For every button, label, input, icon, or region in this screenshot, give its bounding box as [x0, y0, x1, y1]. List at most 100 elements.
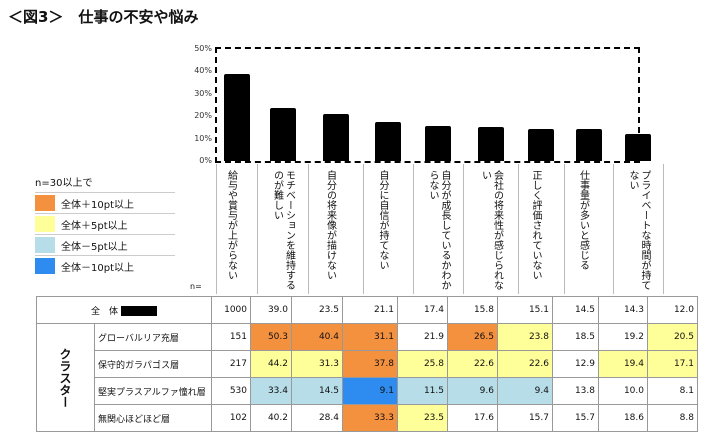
value-cell: 19.2: [598, 323, 648, 351]
legend-item: 全体＋5pt以上: [35, 213, 175, 234]
legend-item: 全体＋10pt以上: [35, 192, 175, 213]
y-tick-label: 20%: [194, 111, 212, 121]
value-cell: 31.3: [291, 350, 343, 378]
category-label: 仕事量が多いと感じる: [577, 170, 589, 270]
category-column: [663, 164, 665, 294]
value-cell: 22.6: [447, 350, 498, 378]
value-cell: 33.4: [250, 377, 292, 405]
n-cell: 530: [211, 377, 251, 405]
n-cell: 1000: [211, 296, 251, 324]
category-column: [518, 164, 565, 294]
value-cell: 21.1: [342, 296, 398, 324]
category-column: [216, 164, 258, 294]
category-column: [257, 164, 309, 294]
data-table: 全 体 1000 39.0 23.5 21.1 17.4 15.8 15.1 14.5 14.3…: [36, 296, 698, 432]
legend-swatch: [35, 216, 55, 232]
value-cell: 39.0: [250, 296, 292, 324]
value-cell: 22.6: [497, 350, 553, 378]
bar: [269, 108, 296, 161]
legend-swatch: [35, 237, 55, 253]
row-label: 堅実プラスアルファ憧れ層: [94, 377, 212, 405]
value-cell: 44.2: [250, 350, 292, 378]
legend-label: 全体－5pt以上: [61, 241, 128, 253]
value-cell: 17.1: [647, 350, 698, 378]
bar: [528, 128, 554, 161]
legend-item: 全体－5pt以上: [35, 234, 175, 255]
category-label: 自分が成長しているかわからない: [427, 170, 450, 290]
value-cell: 17.6: [447, 404, 498, 432]
value-cell: 15.7: [552, 404, 599, 432]
category-label: 自分の将来像が描けない: [324, 170, 336, 280]
legend-label: 全体＋10pt以上: [61, 199, 134, 211]
value-cell: 14.5: [291, 377, 343, 405]
value-cell: 15.7: [497, 404, 553, 432]
category-column: [564, 164, 614, 294]
n-label: n=: [190, 282, 202, 291]
category-label: プライベートな時間が持てない: [627, 170, 650, 290]
table-row: 堅実プラスアルファ憧れ層 530 33.4 14.5 9.1 11.5 9.6 9.4 13.8…: [37, 377, 698, 405]
legend-heading: n=30以上で: [35, 178, 93, 189]
value-cell: 23.8: [497, 323, 553, 351]
value-cell: 9.4: [497, 377, 553, 405]
table-row: 保守的ガラパゴス層 217 44.2 31.3 37.8 25.8 22.6 22.6 12.9…: [37, 350, 698, 378]
legend-label: 全体＋5pt以上: [61, 220, 128, 232]
value-cell: 18.5: [552, 323, 599, 351]
category-label: 自分に自信が持てない: [377, 170, 388, 270]
legend-item: 全体－10pt以上: [35, 255, 175, 276]
y-tick-label: 10%: [194, 133, 212, 143]
value-cell: 31.1: [342, 323, 398, 351]
value-cell: 12.0: [647, 296, 698, 324]
value-cell: 15.8: [447, 296, 498, 324]
value-cell: 37.8: [342, 350, 398, 378]
value-cell: 40.2: [250, 404, 292, 432]
row-label: グローバルリア充層: [94, 323, 212, 351]
category-column: [413, 164, 464, 294]
legend-label: 全体－10pt以上: [61, 262, 134, 274]
table-row: クラスター グローバルリア充層 151 50.3 40.4 31.1 21.9 26.5 23.…: [36, 323, 698, 432]
legend-swatch: [35, 195, 55, 211]
figure-title: ＜図3＞ 仕事の不安や悩み: [8, 8, 199, 26]
legend: n=30以上で 全体＋10pt以上 全体＋5pt以上 全体－5pt以上 全体－10pt…: [35, 174, 175, 276]
value-cell: 14.3: [598, 296, 648, 324]
value-cell: 26.5: [447, 323, 498, 351]
bar: [375, 122, 401, 161]
value-cell: 17.4: [397, 296, 448, 324]
value-cell: 12.9: [552, 350, 599, 378]
category-column: [463, 164, 519, 294]
plot-area: [215, 47, 640, 163]
value-cell: 9.6: [447, 377, 498, 405]
redacted-block: [120, 306, 157, 316]
category-label: 正しく評価されていない: [530, 170, 541, 280]
value-cell: 20.5: [647, 323, 698, 351]
bar: [477, 127, 504, 161]
bar: [425, 125, 451, 161]
bar: [322, 113, 349, 161]
value-cell: 15.1: [497, 296, 553, 324]
value-cell: 33.3: [342, 404, 398, 432]
bar: [223, 73, 250, 161]
value-cell: 8.8: [647, 404, 698, 432]
y-tick-label: 40%: [194, 66, 212, 76]
y-tick-label: 0%: [199, 156, 212, 165]
category-column: [613, 164, 664, 294]
value-cell: 25.8: [397, 350, 448, 378]
value-cell: 14.5: [552, 296, 599, 324]
n-cell: 151: [211, 323, 251, 351]
value-cell: 10.0: [598, 377, 648, 405]
value-cell: 23.5: [397, 404, 448, 432]
row-label: 保守的ガラパゴス層: [94, 350, 212, 378]
row-label: 無関心ほどほど層: [94, 404, 212, 432]
value-cell: 11.5: [397, 377, 448, 405]
category-column: [308, 164, 364, 294]
bar: [625, 134, 651, 161]
legend-swatch: [35, 258, 55, 274]
row-label: 全 体: [36, 296, 212, 324]
value-cell: 9.1: [342, 377, 398, 405]
y-tick-label: 30%: [194, 88, 212, 98]
value-cell: 28.4: [291, 404, 343, 432]
value-cell: 21.9: [397, 323, 448, 351]
category-column: [363, 164, 414, 294]
category-label: 給与や賞与が上がらない: [225, 170, 237, 280]
cluster-label: クラスター: [36, 323, 95, 432]
table-row: 無関心ほどほど層 102 40.2 28.4 33.3 23.5 17.6 15.7 15.7 1…: [37, 404, 698, 432]
